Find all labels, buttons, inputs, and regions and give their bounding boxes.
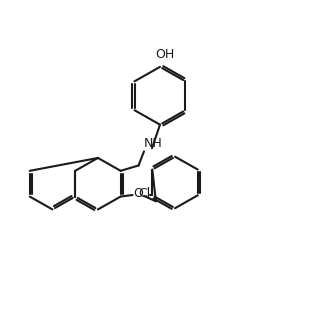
Text: Cl: Cl <box>138 187 150 200</box>
Text: NH: NH <box>144 137 163 150</box>
Text: O: O <box>133 187 143 200</box>
Text: OH: OH <box>155 48 174 61</box>
